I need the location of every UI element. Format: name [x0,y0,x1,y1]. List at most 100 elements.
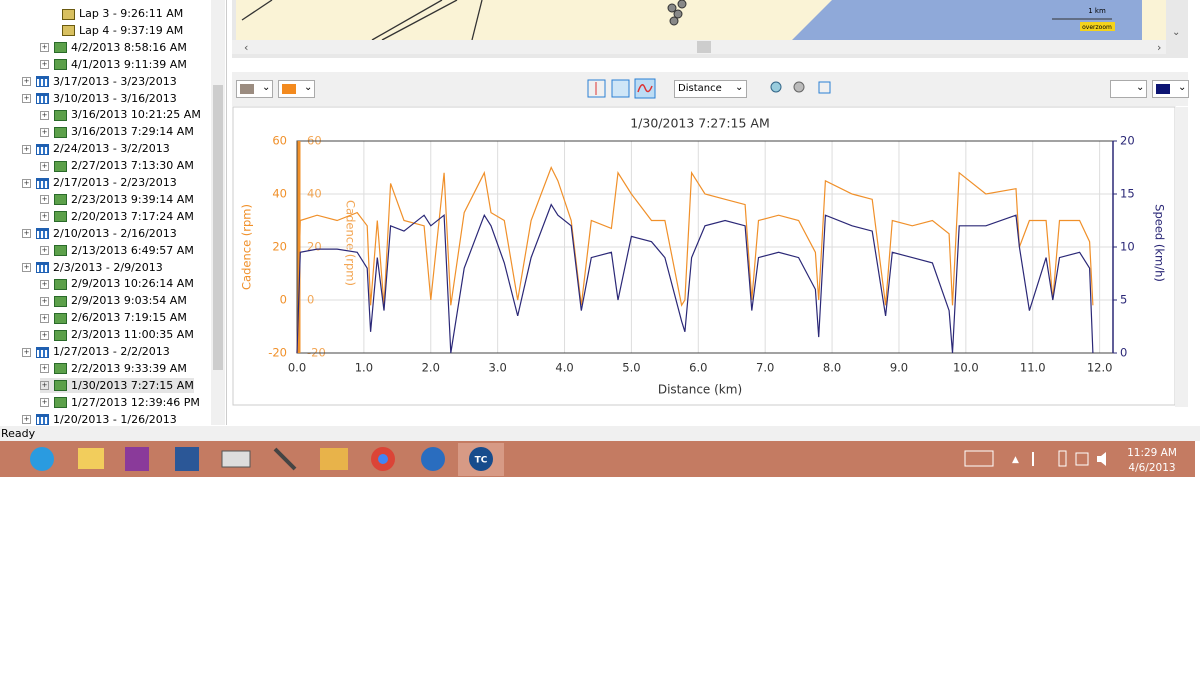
icon [378,454,388,464]
x-axis-select[interactable]: Distance ⌄ [674,80,747,98]
expander: + [40,110,49,120]
scroll-down[interactable]: ⌄ [1172,27,1180,38]
tree-label: 1/20/2013 - 1/26/2013 [53,412,177,426]
tree-row[interactable]: +2/24/2013 - 3/2/2013 [22,141,170,156]
expander: + [22,144,31,154]
zoom-in-btn[interactable] [770,81,782,93]
zoom-out-btn[interactable] [793,81,805,93]
tree-row[interactable]: +1/20/2013 - 1/26/2013 [22,412,177,427]
tree-label: 4/1/2013 9:11:39 AM [71,57,187,71]
week-icon [36,93,49,104]
tree-row[interactable]: Lap 3 - 9:26:11 AM [62,6,183,21]
tree-row[interactable]: +1/27/2013 - 2/2/2013 [22,344,170,359]
y-tick-label-ghost: 40 [307,187,322,201]
tree-row[interactable]: +2/3/2013 11:00:35 AM [40,327,194,342]
tree-row[interactable]: +2/2/2013 9:33:39 AM [40,361,187,376]
lap-icon [62,8,75,20]
ie-icon[interactable] [30,447,54,471]
tree-row[interactable]: +2/23/2013 9:39:14 AM [40,192,194,207]
tree-label: 2/24/2013 - 3/2/2013 [53,142,170,156]
tree-row[interactable]: +3/10/2013 - 3/16/2013 [22,91,177,106]
arrow: ⌄ [1178,82,1187,93]
tree-label: 2/3/2013 - 2/9/2013 [53,260,163,274]
activity-icon [54,59,67,71]
tc-icon[interactable] [469,447,493,471]
volume-icon[interactable] [1097,452,1106,466]
x-tick-label: 5.0 [622,361,640,375]
tree-row[interactable]: +3/17/2013 - 3/23/2013 [22,74,177,89]
tree-row[interactable]: +2/6/2013 7:19:15 AM [40,310,187,325]
expander: + [40,60,49,70]
activity-icon [54,380,67,392]
toolbar-icons [587,78,831,99]
tree-row[interactable]: +2/20/2013 7:17:24 AM [40,209,194,224]
tray-arrow[interactable]: ▲ [1012,455,1019,465]
tree-row[interactable]: +1/27/2013 12:39:46 PM [40,395,200,410]
tree-label: 1/27/2013 - 2/2/2013 [53,345,170,358]
tree-row[interactable]: +3/16/2013 10:21:25 AM [40,107,201,122]
color-dropdown[interactable]: ⌄ [1110,80,1147,98]
x-tick-label: 7.0 [756,361,774,375]
arrow: ⌄ [262,82,271,93]
grid-btn[interactable] [611,79,630,98]
expander: + [40,364,49,374]
expander: + [40,43,49,53]
flag-icon[interactable] [1032,452,1034,466]
activity-icon [54,312,67,324]
scroll-thumb[interactable] [213,85,223,370]
x-tick-label: 11.0 [1020,361,1046,375]
scroll-right[interactable]: › [1157,41,1161,54]
onenote-icon[interactable] [125,447,149,471]
tree-row[interactable]: +2/17/2013 - 2/23/2013 [22,175,177,190]
color-dropdown[interactable]: ⌄ [236,80,273,98]
tree-row[interactable]: +2/9/2013 10:26:14 AM [40,276,194,291]
activity-icon [54,295,67,307]
activity-icon [54,278,67,290]
tree-row[interactable]: +2/27/2013 7:13:30 AM [40,158,194,173]
tree-row[interactable]: Lap 4 - 9:37:19 AM [62,23,183,38]
tree-scrollbar[interactable] [211,0,225,425]
keyboard-icon[interactable] [964,450,994,467]
tree-row[interactable]: +2/3/2013 - 2/9/2013 [22,260,163,275]
icon [637,84,653,93]
tree-row[interactable]: +2/9/2013 9:03:54 AM [40,293,187,308]
clock-date[interactable]: 4/6/2013 [1128,462,1175,474]
scroll-left[interactable]: ‹ [244,41,248,54]
color-dropdown[interactable]: ⌄ [1152,80,1189,98]
swatch [1156,84,1170,94]
lap-icon [62,25,75,37]
y2-tick-label: 5 [1120,293,1127,307]
overzoom-label: overzoom [1082,24,1112,31]
map-track [667,0,687,26]
fit-btn[interactable] [818,81,831,94]
tree-row[interactable]: +2/13/2013 6:49:57 AM [40,243,194,258]
tree-row[interactable]: +4/2/2013 8:58:16 AM [40,40,187,55]
map-hscroll-thumb[interactable] [697,41,711,53]
chart-vscroll[interactable] [1175,107,1188,407]
tree-row[interactable]: +2/10/2013 - 2/16/2013 [22,226,177,241]
clock-time[interactable]: 11:29 AM [1127,447,1177,459]
expander: + [40,296,49,306]
status-text: Ready [1,427,36,440]
network-icon[interactable] [1075,452,1089,466]
y-axis-label-ghost: Cadence (rpm) [344,200,358,286]
explorer-icon[interactable] [78,448,104,469]
mic-icon[interactable] [273,447,297,471]
photo-icon[interactable] [320,448,348,470]
x-tick-label: 6.0 [689,361,707,375]
expander: + [22,415,31,425]
tree-row[interactable]: +4/1/2013 9:11:39 AM [40,57,187,72]
color-dropdown[interactable]: ⌄ [278,80,315,98]
y2-tick-label: 15 [1120,187,1135,201]
word-icon[interactable] [175,447,199,471]
expander: + [40,330,49,340]
crosshair-btn[interactable] [587,79,606,98]
fax-icon[interactable] [221,450,251,468]
tree-row[interactable]: +1/30/2013 7:27:15 AM [40,377,194,393]
tree-row[interactable]: +3/16/2013 7:29:14 AM [40,124,194,139]
x-axis-label: Distance (km) [658,383,742,397]
clock-icon[interactable] [421,447,445,471]
activity-tree: Lap 3 - 9:26:11 AM Lap 4 - 9:37:19 AM +4/2… [0,0,227,427]
chart-toolbar: ⌄ ⌄ Distance ⌄ ⌄ ⌄ [232,72,1189,106]
battery-icon[interactable] [1058,450,1067,467]
